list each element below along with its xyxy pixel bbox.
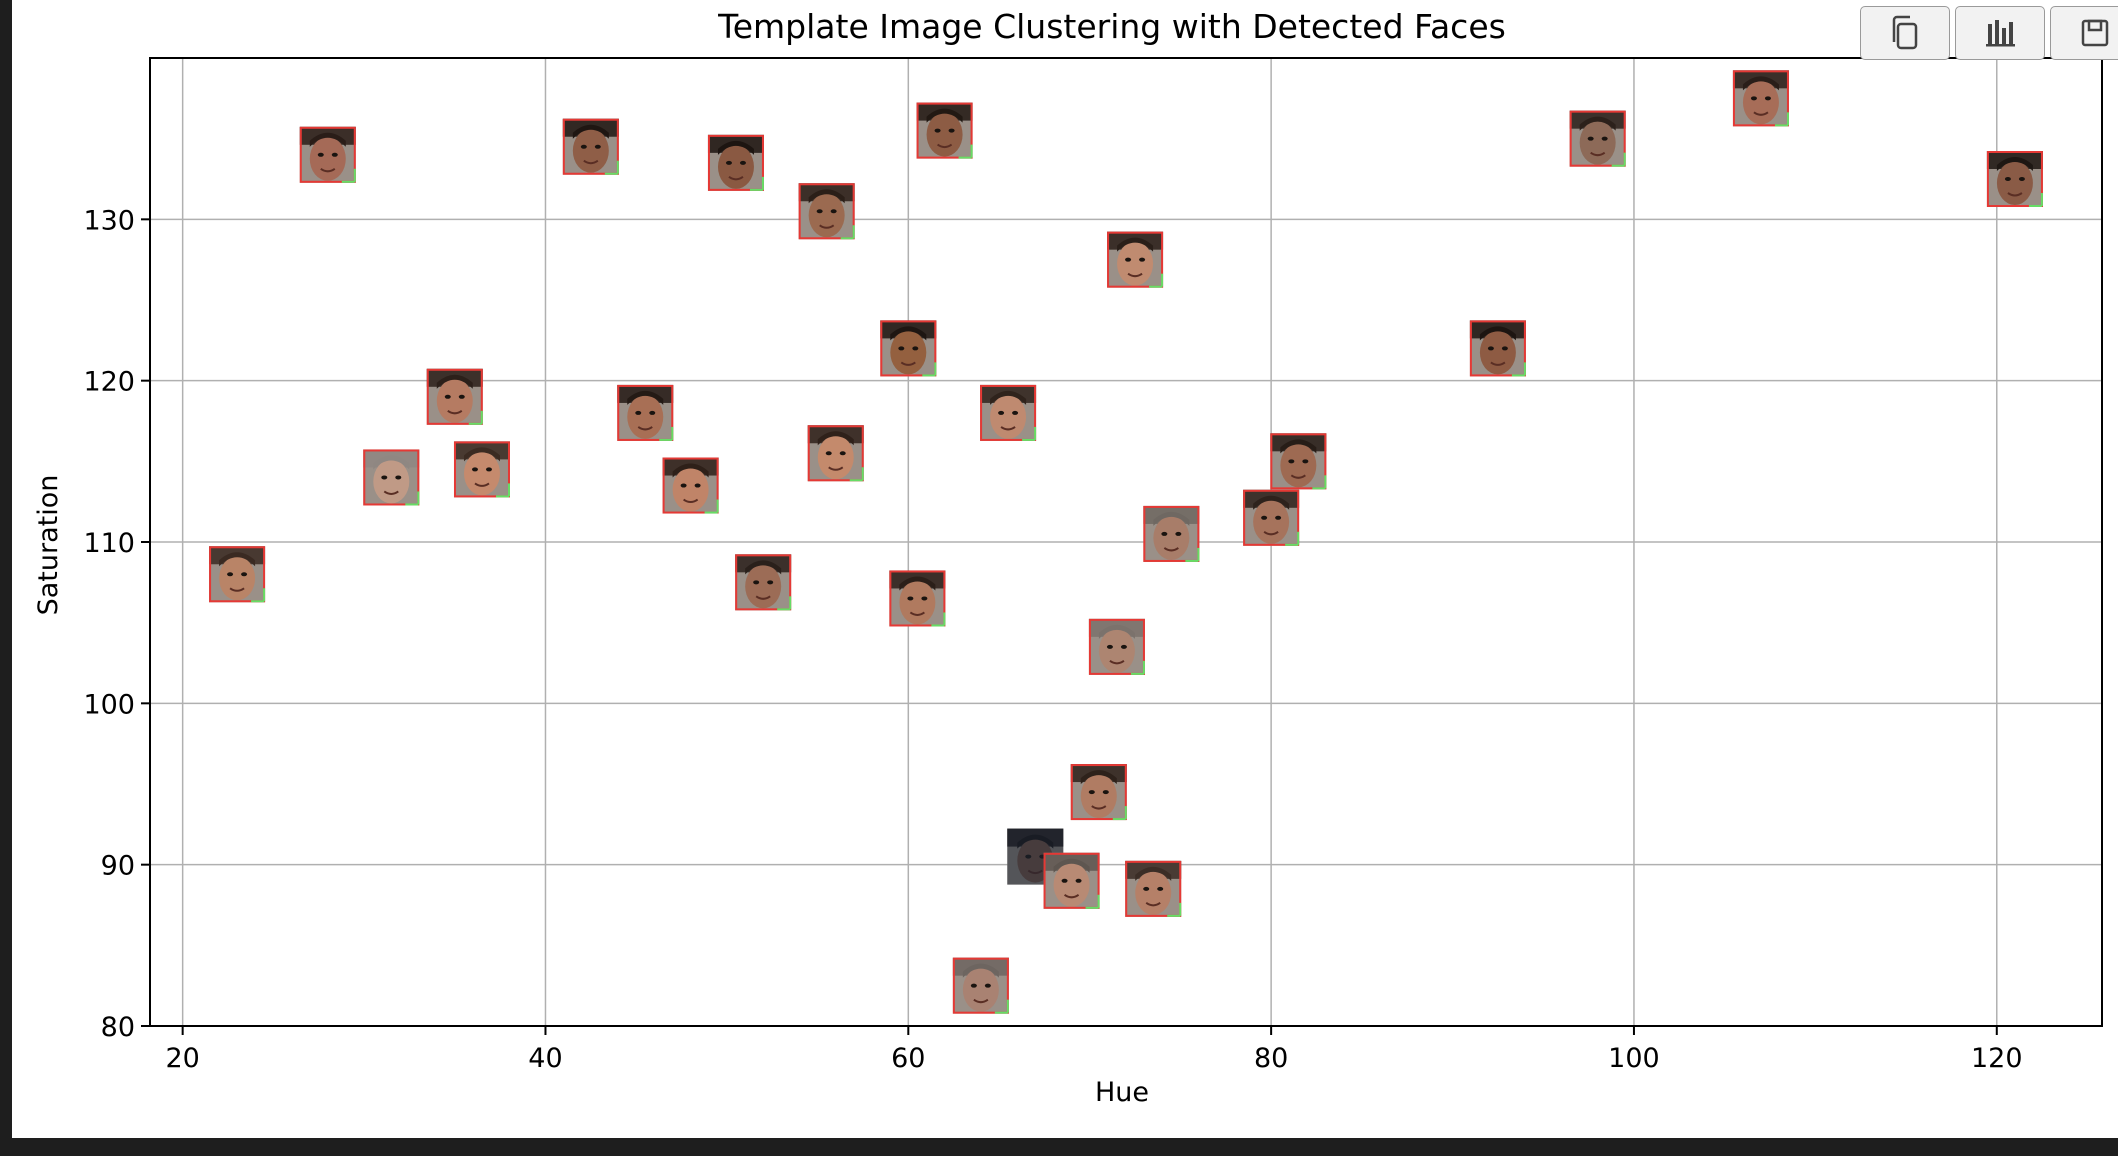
y-tick-label: 90 <box>101 851 135 882</box>
face-point <box>1125 860 1182 917</box>
face-point <box>617 384 674 441</box>
bar-chart-icon <box>1986 20 2015 47</box>
face-point <box>1243 489 1300 546</box>
save-icon <box>2081 19 2109 47</box>
figure-canvas: 20 40 60 80 100 120 80 90 100 110 120 130 Template … <box>12 0 2118 1138</box>
face-point <box>1469 320 1526 377</box>
face-point <box>453 441 510 498</box>
face-point <box>1569 110 1626 167</box>
x-tick-label: 20 <box>165 1043 199 1074</box>
face-point <box>1270 433 1327 490</box>
face-point <box>363 449 420 506</box>
face-point <box>426 368 483 425</box>
face-point <box>798 183 855 240</box>
copy-button[interactable] <box>1860 6 1950 60</box>
copy-icon <box>1892 15 1918 50</box>
face-markers <box>209 70 2043 1014</box>
face-point <box>889 570 946 627</box>
face-point <box>980 384 1037 441</box>
y-tick-label: 100 <box>83 689 135 720</box>
x-tick-label: 60 <box>891 1043 925 1074</box>
y-tick-label: 80 <box>101 1012 135 1043</box>
face-point <box>880 320 937 377</box>
axis-ticks: 20 40 60 80 100 120 80 90 100 110 120 130 <box>83 205 2022 1074</box>
face-point <box>1070 764 1127 821</box>
face-point <box>562 118 619 175</box>
face-point <box>807 425 864 482</box>
scatter-chart: 20 40 60 80 100 120 80 90 100 110 120 130 Template … <box>33 7 2103 1108</box>
chart-title: Template Image Clustering with Detected … <box>717 7 1506 46</box>
x-tick-label: 100 <box>1608 1043 1660 1074</box>
face-point <box>735 554 792 611</box>
face-point <box>1088 618 1145 675</box>
face-point <box>662 457 719 514</box>
face-point <box>1143 505 1200 562</box>
face-point <box>952 957 1009 1014</box>
face-point <box>1732 70 1789 127</box>
face-point <box>707 134 764 191</box>
x-tick-label: 120 <box>1971 1043 2023 1074</box>
face-point <box>209 546 266 603</box>
face-point <box>1986 151 2043 207</box>
face-point <box>299 126 356 183</box>
y-tick-label: 120 <box>83 367 135 398</box>
x-axis-label: Hue <box>1095 1077 1149 1108</box>
y-axis-label: Saturation <box>33 475 64 616</box>
save-button[interactable] <box>2050 6 2118 60</box>
bar-chart-button[interactable] <box>1955 6 2045 60</box>
y-tick-label: 130 <box>83 205 135 236</box>
x-tick-label: 40 <box>528 1043 562 1074</box>
face-point <box>916 102 973 159</box>
face-point <box>1107 231 1164 288</box>
y-tick-label: 110 <box>83 528 135 559</box>
face-point <box>1043 852 1100 909</box>
x-tick-label: 80 <box>1254 1043 1288 1074</box>
